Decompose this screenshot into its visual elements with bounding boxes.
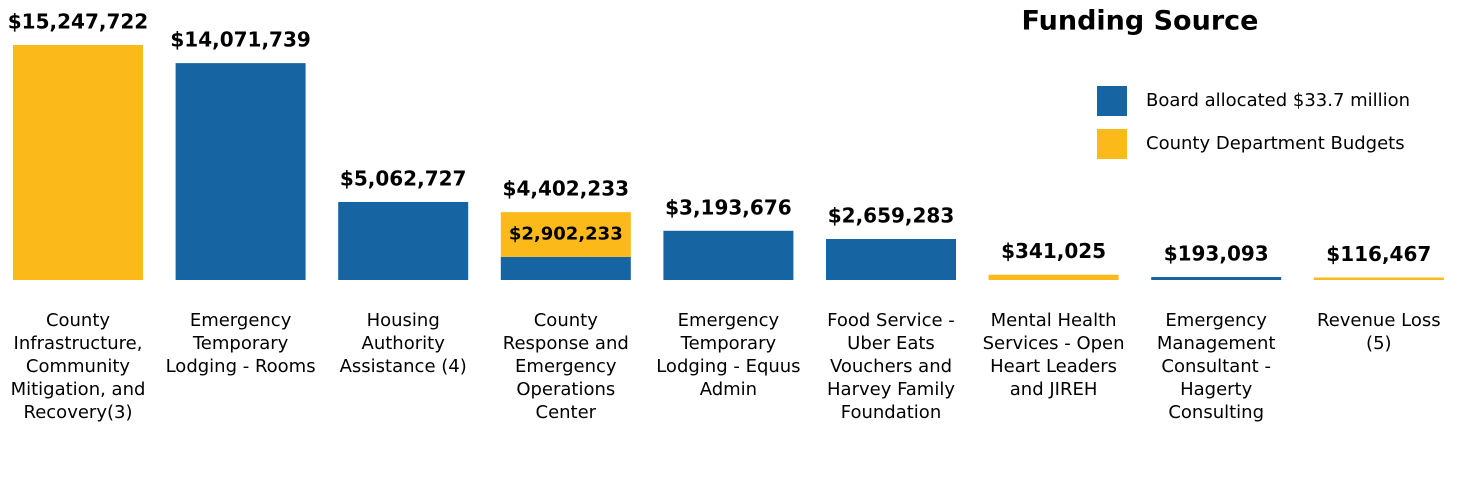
- category-label: Emergency Temporary Lodging - Equus Admi…: [656, 310, 801, 400]
- chart-title: Funding Source: [1022, 6, 1259, 37]
- bar-segment: [988, 274, 1119, 280]
- legend-label: County Department Budgets: [1146, 133, 1405, 154]
- bar-segment: [175, 63, 306, 280]
- legend-swatch: [1097, 86, 1127, 116]
- total-label: $2,659,283: [828, 204, 955, 228]
- bar-segment: [663, 230, 794, 280]
- category-label: Food Service - Uber Eats Vouchers and Ha…: [827, 310, 955, 423]
- bar-segment: [338, 201, 469, 280]
- bar-segment: [13, 45, 143, 280]
- total-label: $5,062,727: [340, 166, 467, 190]
- category-label: Emergency Temporary Lodging - Rooms: [165, 310, 316, 377]
- total-label: $341,025: [1001, 239, 1106, 263]
- legend-label: Board allocated $33.7 million: [1146, 90, 1410, 111]
- total-label: $15,247,722: [8, 10, 148, 34]
- category-label: Emergency Management Consultant - Hagert…: [1156, 310, 1276, 423]
- category-label: Revenue Loss (5): [1317, 310, 1441, 354]
- total-label: $14,071,739: [170, 28, 310, 52]
- segment-label: $2,902,233: [509, 224, 623, 245]
- total-label: $4,402,233: [503, 177, 630, 201]
- legend-swatch: [1097, 129, 1127, 159]
- total-label: $116,467: [1326, 242, 1431, 266]
- category-label: County Infrastructure, Community Mitigat…: [10, 310, 146, 423]
- category-label: Mental Health Services - Open Heart Lead…: [982, 310, 1125, 400]
- total-label: $3,193,676: [665, 195, 792, 219]
- bar-segment: [1313, 277, 1444, 280]
- bar-segment: [826, 239, 956, 280]
- bar-segment: [500, 212, 631, 257]
- category-label: Housing Authority Assistance (4): [339, 310, 467, 377]
- category-label: County Response and Emergency Operations…: [502, 310, 629, 423]
- bar-segment: [1151, 277, 1282, 280]
- total-label: $193,093: [1164, 242, 1269, 266]
- bar-segment: [500, 256, 631, 280]
